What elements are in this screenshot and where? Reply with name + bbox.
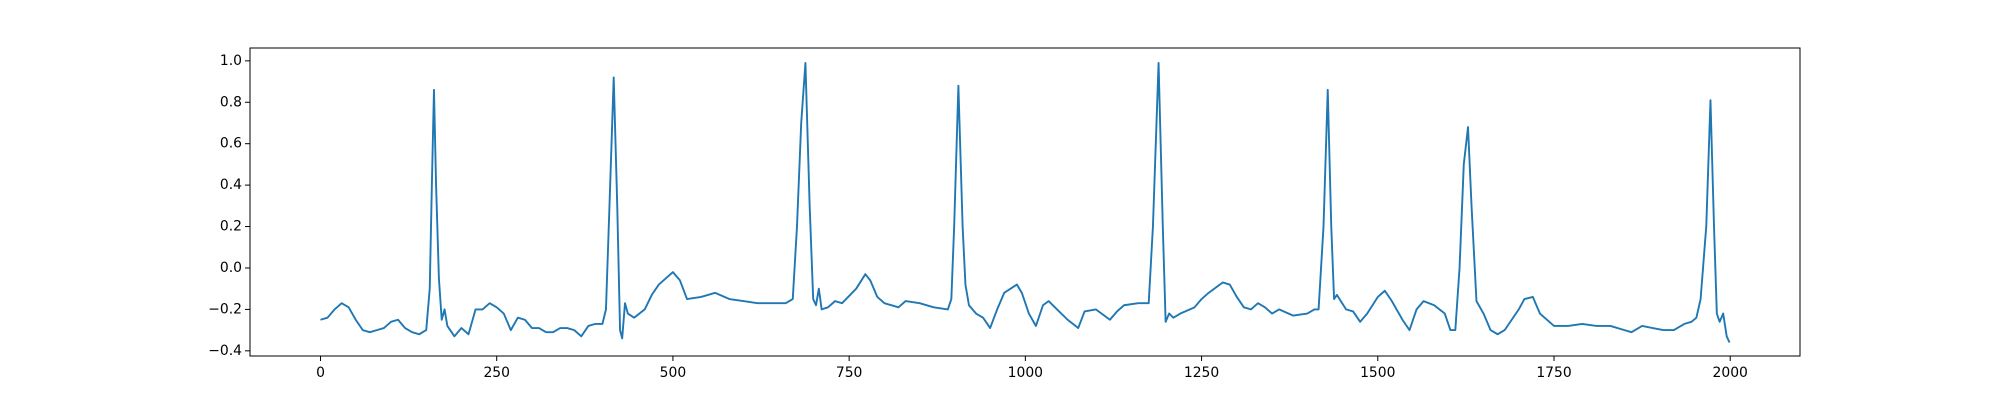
x-tick-label: 2000	[1713, 365, 1748, 381]
x-tick-label: 250	[483, 365, 510, 381]
y-tick-label: −0.2	[208, 301, 242, 317]
x-tick-label: 1250	[1184, 365, 1219, 381]
y-tick-label: 0.4	[220, 177, 242, 193]
x-tick-label: 1000	[1008, 365, 1043, 381]
x-tick-label: 500	[660, 365, 687, 381]
y-tick-label: 0.2	[220, 219, 242, 235]
y-tick-label: 0.6	[220, 136, 242, 152]
y-tick-label: 0.0	[220, 260, 242, 276]
data-line	[320, 61, 1731, 343]
y-tick-label: 1.0	[220, 53, 242, 69]
x-tick-label: 750	[836, 365, 863, 381]
y-tick-label: −0.4	[208, 343, 242, 359]
y-tick-label: 0.8	[220, 94, 242, 110]
x-tick-label: 0	[316, 365, 325, 381]
x-tick-label: 1750	[1536, 365, 1571, 381]
x-tick-label: 1500	[1360, 365, 1395, 381]
